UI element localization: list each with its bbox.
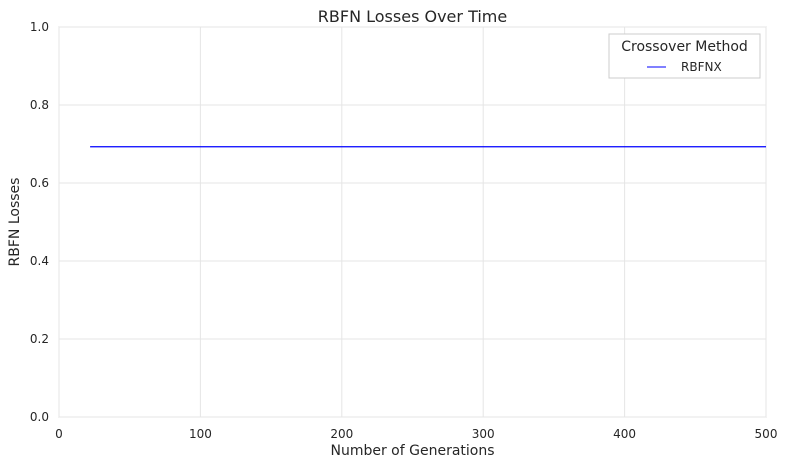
legend: Crossover Method RBFNX xyxy=(608,33,761,79)
x-tick-label: 0 xyxy=(55,427,63,441)
legend-title: Crossover Method xyxy=(621,39,748,55)
x-tick-label: 300 xyxy=(472,427,495,441)
x-tick-label: 400 xyxy=(613,427,636,441)
legend-label-rbfnx: RBFNX xyxy=(681,60,722,74)
chart-title: RBFN Losses Over Time xyxy=(318,7,507,26)
x-tick-label: 100 xyxy=(189,427,212,441)
x-tick-label: 500 xyxy=(755,427,778,441)
x-tick-label: 200 xyxy=(330,427,353,441)
y-tick-label: 0.2 xyxy=(30,332,49,346)
y-axis-label: RBFN Losses xyxy=(7,178,23,267)
grid-lines xyxy=(58,26,767,418)
y-tick-label: 0.6 xyxy=(30,176,49,190)
tick-labels: 0 100 200 300 400 500 0.0 0.2 0.4 0.6 0.8 1.0 xyxy=(30,20,778,441)
y-tick-label: 0.8 xyxy=(30,98,49,112)
y-tick-label: 1.0 xyxy=(30,20,49,34)
y-tick-label: 0.4 xyxy=(30,254,49,268)
plot-area xyxy=(58,26,767,418)
x-axis-label: Number of Generations xyxy=(330,443,494,459)
legend-box xyxy=(608,33,761,79)
y-tick-label: 0.0 xyxy=(30,410,49,424)
